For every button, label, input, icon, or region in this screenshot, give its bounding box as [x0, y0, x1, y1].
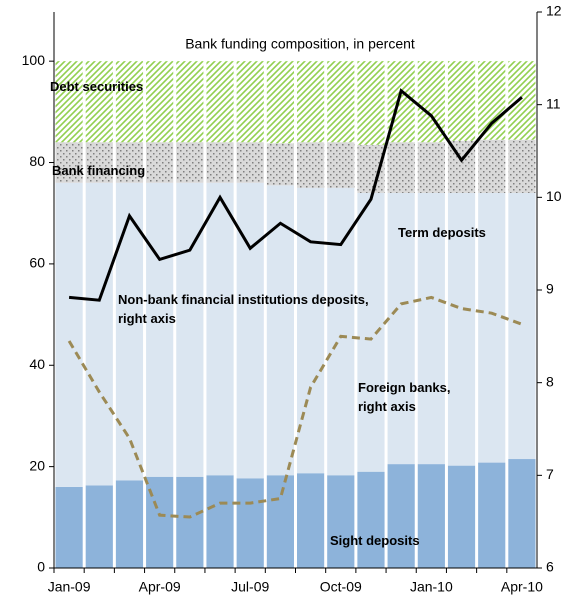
bar-segment [55, 61, 83, 143]
bar-segment [55, 486, 83, 568]
bar-segment [115, 182, 144, 481]
bar-segment [417, 464, 445, 568]
bar-segment [146, 142, 174, 183]
series-label: Sight deposits [330, 533, 420, 548]
bar-segment [206, 475, 234, 568]
y-tick-label: 0 [37, 559, 45, 575]
bar-segment [478, 462, 506, 568]
x-tick-label: Oct-09 [320, 579, 362, 595]
bar-segment [447, 192, 476, 466]
bar-segment [85, 182, 113, 486]
bar-segment [85, 142, 113, 183]
y2-tick-label: 7 [546, 466, 554, 482]
bar-segment [115, 480, 144, 568]
bar-segment [387, 142, 415, 193]
chart-title: Bank funding composition, in percent [185, 36, 415, 52]
bar-segment [115, 142, 144, 183]
y-tick-label: 100 [22, 52, 46, 68]
y-tick-label: 20 [29, 457, 45, 473]
bar-segment [176, 476, 204, 568]
bar-segment [387, 192, 415, 465]
bar-segment [417, 192, 445, 465]
bar-segment [236, 142, 264, 183]
bar-segment [478, 139, 506, 193]
y-tick-label: 80 [29, 153, 45, 169]
bar-segment [236, 182, 264, 479]
bar-segment [266, 185, 294, 476]
x-tick-label: Apr-09 [139, 579, 181, 595]
bar-segment [327, 187, 355, 476]
bar-segment [266, 61, 294, 144]
y2-tick-label: 10 [546, 188, 562, 204]
bar-segment [297, 61, 325, 143]
bar-segment [357, 471, 385, 568]
x-tick-label: Apr-10 [501, 579, 543, 595]
bar-segment [478, 61, 506, 140]
bar-segment [478, 192, 506, 463]
series-label: Foreign banks, right axis [358, 380, 451, 414]
bar-segment [176, 61, 204, 143]
y-tick-label: 60 [29, 255, 45, 271]
bar-segment [236, 478, 264, 568]
series-label: Debt securities [50, 79, 144, 94]
series-label: Term deposits [398, 225, 486, 240]
x-tick-label: Jul-09 [231, 579, 269, 595]
y2-tick-label: 9 [546, 281, 554, 297]
bar-segment [327, 475, 355, 568]
bar-segment [357, 61, 385, 145]
line-series [68, 88, 523, 302]
bar-segment [115, 61, 144, 143]
bar-segment [176, 182, 204, 477]
bar-segment [357, 192, 385, 472]
bar-segment [297, 187, 325, 474]
y2-tick-label: 12 [546, 3, 562, 19]
y2-tick-label: 6 [546, 559, 554, 575]
bar-segment [508, 61, 536, 140]
series-label: Bank financing [52, 163, 146, 178]
bar-segment [508, 192, 536, 460]
bar-segment [206, 182, 234, 476]
bar-segment [508, 459, 536, 568]
bar-segment [146, 61, 174, 143]
bar-segment [85, 61, 113, 143]
y-tick-label: 40 [29, 356, 45, 372]
bar-segment [176, 142, 204, 183]
line-series [67, 295, 523, 519]
bar-segment [206, 61, 234, 143]
bar-segment [447, 465, 476, 568]
bar-segment [206, 142, 234, 183]
bar-segment [146, 182, 174, 477]
bar-segment [236, 61, 264, 143]
bar-segment [327, 142, 355, 188]
bar-segment [447, 61, 476, 141]
bar-segment [266, 143, 294, 186]
x-tick-label: Jan-10 [410, 579, 453, 595]
bar-segment [85, 485, 113, 568]
bar-segment [297, 142, 325, 188]
x-tick-label: Jan-09 [48, 579, 91, 595]
bar-segment [55, 142, 83, 183]
y2-tick-label: 11 [546, 95, 561, 111]
bar-segment [55, 182, 83, 487]
bar-segment [266, 475, 294, 568]
bar-segment [417, 142, 445, 193]
bar-segment [508, 139, 536, 193]
bar-segment [387, 464, 415, 568]
bar-segment [297, 473, 325, 568]
y2-tick-label: 8 [546, 373, 554, 389]
bar-segment [327, 61, 355, 143]
series-label: Non-bank financial institutions deposits… [118, 292, 369, 326]
